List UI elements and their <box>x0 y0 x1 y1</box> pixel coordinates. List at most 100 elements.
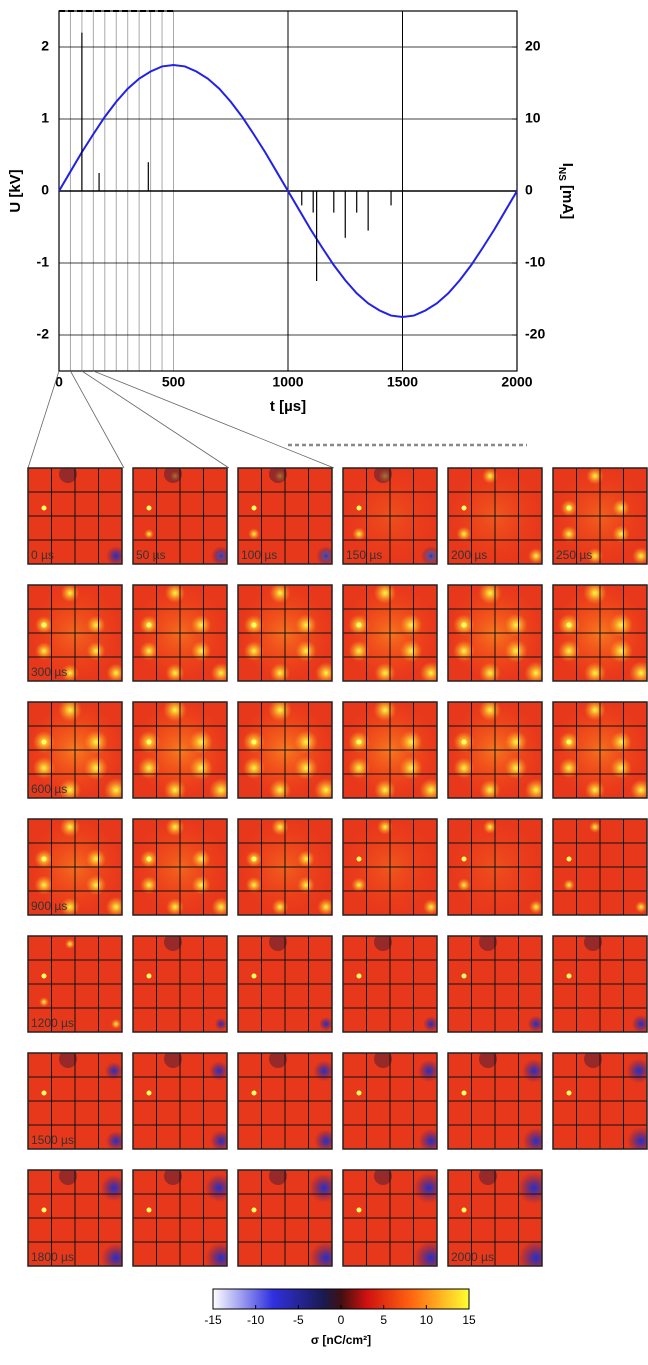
panel-spot <box>192 850 211 869</box>
y2-tick-label: -10 <box>525 254 545 270</box>
panel-dot <box>357 740 362 745</box>
colorbar-tick-label: 0 <box>338 1313 345 1327</box>
frame-panel <box>133 1050 232 1152</box>
y2-tick-label: 10 <box>525 110 541 126</box>
panel-dot <box>42 974 47 979</box>
frame-panel <box>343 819 439 915</box>
panel-dot <box>567 857 572 862</box>
frame-panel <box>133 1167 237 1274</box>
panel-spot <box>39 997 49 1007</box>
panel-dot <box>462 623 467 628</box>
y-tick-label: 0 <box>41 182 49 198</box>
panel-dot <box>42 1208 47 1213</box>
panel-dot <box>462 857 467 862</box>
panel-spot <box>563 879 575 891</box>
panel-spot <box>529 900 543 914</box>
panel-dot <box>462 1208 467 1213</box>
panel-spot <box>457 878 470 891</box>
panel-blue <box>319 1017 333 1031</box>
panel-spot <box>589 821 601 833</box>
panel-dot <box>462 1091 467 1096</box>
panel-dot <box>252 974 257 979</box>
panel-label: 1800 µs <box>31 1250 74 1264</box>
panel-dot <box>252 857 257 862</box>
panel-label: 150 µs <box>346 548 382 562</box>
frame-panel <box>238 818 335 915</box>
frame-panel <box>238 1167 342 1274</box>
frame-panel <box>343 1050 443 1153</box>
panel-dot <box>462 740 467 745</box>
panel-spot <box>165 663 184 682</box>
colorbar-tick-label: 5 <box>380 1313 387 1327</box>
panel-dot <box>147 1208 152 1213</box>
y2-tick-label: -20 <box>525 326 545 342</box>
panel-spot <box>586 467 603 484</box>
y-tick-label: 1 <box>41 110 49 126</box>
panel-spot <box>65 939 75 949</box>
panel-spot <box>60 817 80 837</box>
panel-spot <box>272 899 288 915</box>
panel-spot <box>111 1019 121 1029</box>
frame-panel <box>553 581 648 685</box>
panel-dot <box>252 1208 257 1213</box>
panel-blue <box>205 1242 236 1273</box>
frame-panel <box>238 582 337 684</box>
panel-dot <box>42 1091 47 1096</box>
panel-spot <box>609 639 633 663</box>
frame-panel <box>553 933 648 1033</box>
y-tick-label: -2 <box>37 326 50 342</box>
frame-panel <box>343 933 439 1032</box>
x-tick-label: 2000 <box>501 374 532 390</box>
colorbar-tick-label: -10 <box>247 1313 265 1327</box>
panel-dot <box>147 740 152 745</box>
connector <box>82 371 229 468</box>
panel-blue <box>421 546 441 566</box>
frame-panel <box>238 933 333 1032</box>
panel-spot <box>585 780 605 800</box>
panel-label: 200 µs <box>451 548 487 562</box>
x-tick-label: 0 <box>55 374 63 390</box>
panel-spot <box>399 756 422 779</box>
panel-dot <box>462 974 467 979</box>
panel-dot <box>567 506 572 511</box>
panel-spot <box>211 663 231 683</box>
panel-dot <box>567 974 572 979</box>
panel-spot <box>400 640 422 662</box>
panel-spot <box>248 528 260 540</box>
y-tick-label: 2 <box>41 38 49 54</box>
frame-panel <box>343 582 442 684</box>
x-tick-label: 500 <box>162 374 186 390</box>
panel-spot <box>635 901 647 913</box>
panel-label: 1200 µs <box>31 1016 74 1030</box>
panel-dot <box>147 857 152 862</box>
panel-spot <box>87 616 106 635</box>
panel-dot <box>567 623 572 628</box>
frame-panel <box>448 581 548 684</box>
panel-blue <box>310 1242 343 1275</box>
panel-dot <box>357 506 362 511</box>
panel-blue <box>518 1172 550 1204</box>
panel-blue <box>523 1128 550 1155</box>
panel-spot <box>144 529 154 539</box>
frame-panel <box>238 1050 338 1153</box>
panel-spot <box>34 875 53 894</box>
panel-spot <box>192 876 211 895</box>
panel-spot <box>87 642 106 661</box>
panel-blue <box>316 546 336 566</box>
panel-spot <box>165 583 185 603</box>
panel-spot <box>189 756 213 780</box>
panel-dot <box>147 506 152 511</box>
frame-panel <box>448 699 547 801</box>
frame-panel <box>343 698 443 801</box>
panel-spot <box>612 499 629 516</box>
panel-spot <box>139 641 158 660</box>
panel-label: 250 µs <box>556 548 592 562</box>
panel-label: 0 µs <box>31 548 54 562</box>
panel-spot <box>106 897 126 917</box>
panel-spot <box>271 818 288 835</box>
connector <box>28 371 59 468</box>
frame-panel <box>448 1050 549 1154</box>
panel-blue <box>211 546 231 566</box>
frame-panel <box>133 933 227 1032</box>
x-tick-label: 1500 <box>387 374 418 390</box>
